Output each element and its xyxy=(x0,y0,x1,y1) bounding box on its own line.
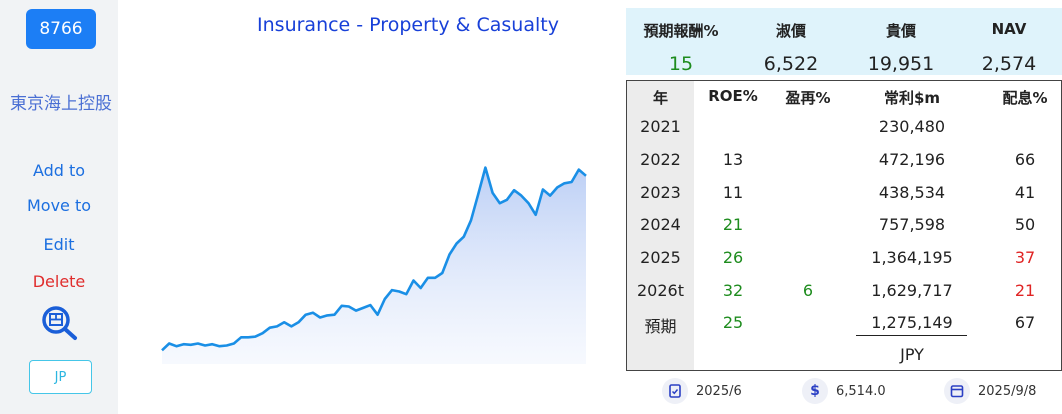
cell-year: 2026t xyxy=(637,281,684,300)
edit-link[interactable]: Edit xyxy=(43,235,75,254)
header-reinvest: 盈再% xyxy=(785,89,831,107)
magnify-chart-icon[interactable] xyxy=(41,305,79,341)
calendar-icon xyxy=(944,378,970,404)
nav-label: NAV xyxy=(991,20,1027,38)
cell-roe: 26 xyxy=(722,248,744,267)
cell-profit: 1,364,195 xyxy=(871,248,953,267)
currency-label: JPY xyxy=(900,345,924,364)
cell-dividend: 50 xyxy=(1014,215,1036,234)
cell-dividend: 66 xyxy=(1014,150,1036,169)
quote-header: 預期報酬% 淑價 貴價 NAV 15 6,522 19,951 2,574 xyxy=(626,8,1062,75)
cell-roe: 13 xyxy=(722,150,744,169)
price-date: 2025/9/8 xyxy=(944,378,1036,404)
cell-roe: 11 xyxy=(722,183,744,202)
sidebar: 8766 東京海上控股 Add to Move to Edit Delete J… xyxy=(0,0,118,414)
fair-price-label: 淑價 xyxy=(775,22,806,40)
add-to-link[interactable]: Add to xyxy=(32,161,86,180)
region-jp-button[interactable]: JP xyxy=(29,360,92,394)
cell-year: 預期 xyxy=(644,317,677,336)
cell-year: 2021 xyxy=(640,117,681,136)
cell-dividend: 21 xyxy=(1014,281,1036,300)
financial-table: 年 ROE% 盈再% 常利$m 配息% 2021 230,480 2022 13 472… xyxy=(626,80,1062,371)
info-footer: 2025/6 $ 6,514.0 2025/9/8 xyxy=(626,376,1062,406)
header-roe: ROE% xyxy=(708,87,758,105)
header-year: 年 xyxy=(652,89,668,107)
chart-area-fill xyxy=(162,167,586,364)
cell-roe: 32 xyxy=(722,281,744,300)
cell-reinvest: 6 xyxy=(802,281,814,300)
report-doc-icon xyxy=(662,378,688,404)
cell-roe: 25 xyxy=(722,313,744,332)
cell-year: 2023 xyxy=(640,183,681,202)
delete-link[interactable]: Delete xyxy=(32,272,86,291)
cell-dividend: 67 xyxy=(1014,313,1036,332)
cell-dividend: 37 xyxy=(1014,248,1036,267)
cell-profit: 1,629,717 xyxy=(871,281,953,300)
cell-profit: 438,534 xyxy=(878,183,946,202)
expected-return-value: 15 xyxy=(668,53,694,75)
cell-year: 2024 xyxy=(640,215,681,234)
cell-dividend: 41 xyxy=(1014,183,1036,202)
company-name-link[interactable]: 東京海上控股 xyxy=(10,94,112,114)
price-date-value: 2025/9/8 xyxy=(978,383,1037,399)
current-price-value: 6,514.0 xyxy=(836,383,886,399)
expensive-price-label: 貴價 xyxy=(885,22,916,40)
move-to-link[interactable]: Move to xyxy=(26,196,92,215)
cell-profit: 757,598 xyxy=(878,215,946,234)
cell-profit: 472,196 xyxy=(878,150,946,169)
expected-return-label: 預期報酬% xyxy=(643,22,719,40)
expensive-price-value: 19,951 xyxy=(867,53,935,75)
report-period: 2025/6 xyxy=(662,378,742,404)
nav-value: 2,574 xyxy=(981,53,1037,75)
cell-profit: 1,275,149 xyxy=(871,313,953,332)
cell-profit: 230,480 xyxy=(878,117,946,136)
header-profit: 常利$m xyxy=(883,89,941,107)
cell-year: 2025 xyxy=(640,248,681,267)
price-area-chart xyxy=(161,166,587,364)
dollar-icon: $ xyxy=(802,378,828,404)
current-price: $ 6,514.0 xyxy=(802,378,886,404)
chart-price-line xyxy=(161,166,587,352)
report-period-value: 2025/6 xyxy=(696,383,742,399)
cell-year: 2022 xyxy=(640,150,681,169)
year-column-bg xyxy=(627,81,694,370)
chart-title: Insurance - Property & Casualty xyxy=(257,14,559,36)
header-dividend: 配息% xyxy=(1002,89,1048,107)
stock-code-button[interactable]: 8766 xyxy=(26,9,96,49)
fair-price-value: 6,522 xyxy=(763,53,819,75)
cell-roe: 21 xyxy=(722,215,744,234)
profit-underline xyxy=(856,335,967,336)
